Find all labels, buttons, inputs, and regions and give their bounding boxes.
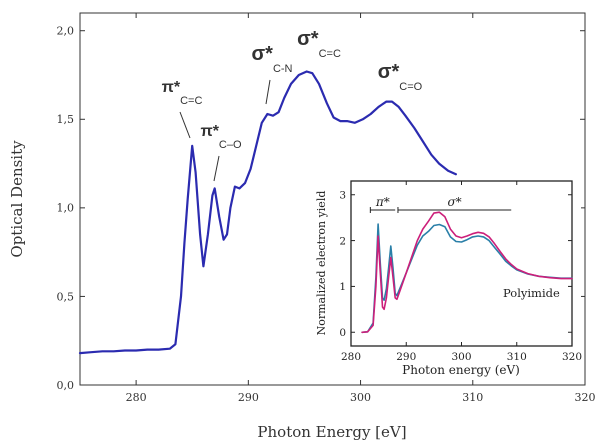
series-line-1 xyxy=(361,211,573,334)
inset-y-axis-label: Normalized electron yield xyxy=(315,191,328,336)
annotation-label: π*C–O xyxy=(200,123,242,151)
annotation-main: σ* xyxy=(297,28,319,50)
annotation-leader xyxy=(265,79,271,105)
main-chart: 280 290 300 310 320 0,00,51,01,52,0 Photon E… xyxy=(8,12,595,440)
inset-background xyxy=(312,177,581,379)
inset-y-ticks: 0 1 2 3 xyxy=(339,189,572,339)
annotation-label: π*C=C xyxy=(162,79,203,107)
main-y-axis-label: Optical Density xyxy=(8,140,26,258)
annotation-sub: C=O xyxy=(399,81,422,93)
x-tick-label: 280 xyxy=(126,391,147,404)
y-tick-label: 1,0 xyxy=(57,202,75,215)
band-label: π* xyxy=(375,195,390,209)
annotation-main: π* xyxy=(200,123,219,140)
x-tick-label: 300 xyxy=(451,351,471,363)
y-tick-label: 1 xyxy=(339,281,346,293)
y-tick-label: 1,5 xyxy=(57,113,75,126)
x-tick-label: 290 xyxy=(238,391,259,404)
annotation-main: σ* xyxy=(251,43,273,65)
annotation-sub: C=C xyxy=(319,48,341,60)
main-x-axis-label: Photon Energy [eV] xyxy=(257,423,406,440)
main-plot-frame xyxy=(79,12,586,386)
y-tick-label: 0,0 xyxy=(57,379,75,392)
y-tick-label: 2 xyxy=(339,235,346,247)
inset-x-ticks: 280 290 300 310 320 xyxy=(341,181,582,363)
annotation-leader xyxy=(179,111,191,139)
x-tick-label: 300 xyxy=(350,391,371,404)
main-y-ticks: 0,0 0,5 1,0 1,5 2,0 xyxy=(57,25,585,392)
annotation-leader xyxy=(213,155,220,182)
x-tick-label: 310 xyxy=(507,351,527,363)
y-tick-label: 3 xyxy=(339,189,346,201)
annotation-sub: C–O xyxy=(219,139,242,151)
y-tick-label: 0 xyxy=(339,327,346,339)
inset-bands: π* σ* xyxy=(369,195,512,213)
x-tick-label: 310 xyxy=(462,391,483,404)
x-tick-label: 280 xyxy=(341,351,361,363)
main-series-lines xyxy=(78,70,457,355)
inset-sample-label: Polyimide xyxy=(503,286,560,300)
main-x-ticks: 280 290 300 310 320 xyxy=(126,13,595,404)
annotation-main: σ* xyxy=(378,61,400,83)
series-line-0 xyxy=(78,70,457,355)
main-peak-annotations: π*C=Cπ*C–Oσ*C-Nσ*C=Cσ*C=O xyxy=(162,28,423,182)
x-tick-label: 320 xyxy=(562,351,582,363)
annotation-label: σ*C=C xyxy=(297,28,341,60)
band-label: σ* xyxy=(447,195,461,209)
x-tick-label: 290 xyxy=(396,351,416,363)
series-line-0 xyxy=(361,223,573,334)
annotation-sub: C=C xyxy=(180,95,202,107)
annotation-label: σ*C-N xyxy=(251,43,292,75)
annotation-sub: C-N xyxy=(273,63,293,75)
annotation-main: π* xyxy=(162,79,181,96)
y-tick-label: 0,5 xyxy=(57,290,75,303)
annotation-label: σ*C=O xyxy=(378,61,423,93)
y-tick-label: 2,0 xyxy=(57,25,75,38)
x-tick-label: 320 xyxy=(575,391,595,404)
inset-series-lines xyxy=(361,211,573,334)
inset-x-axis-label: Photon energy (eV) xyxy=(402,363,520,377)
